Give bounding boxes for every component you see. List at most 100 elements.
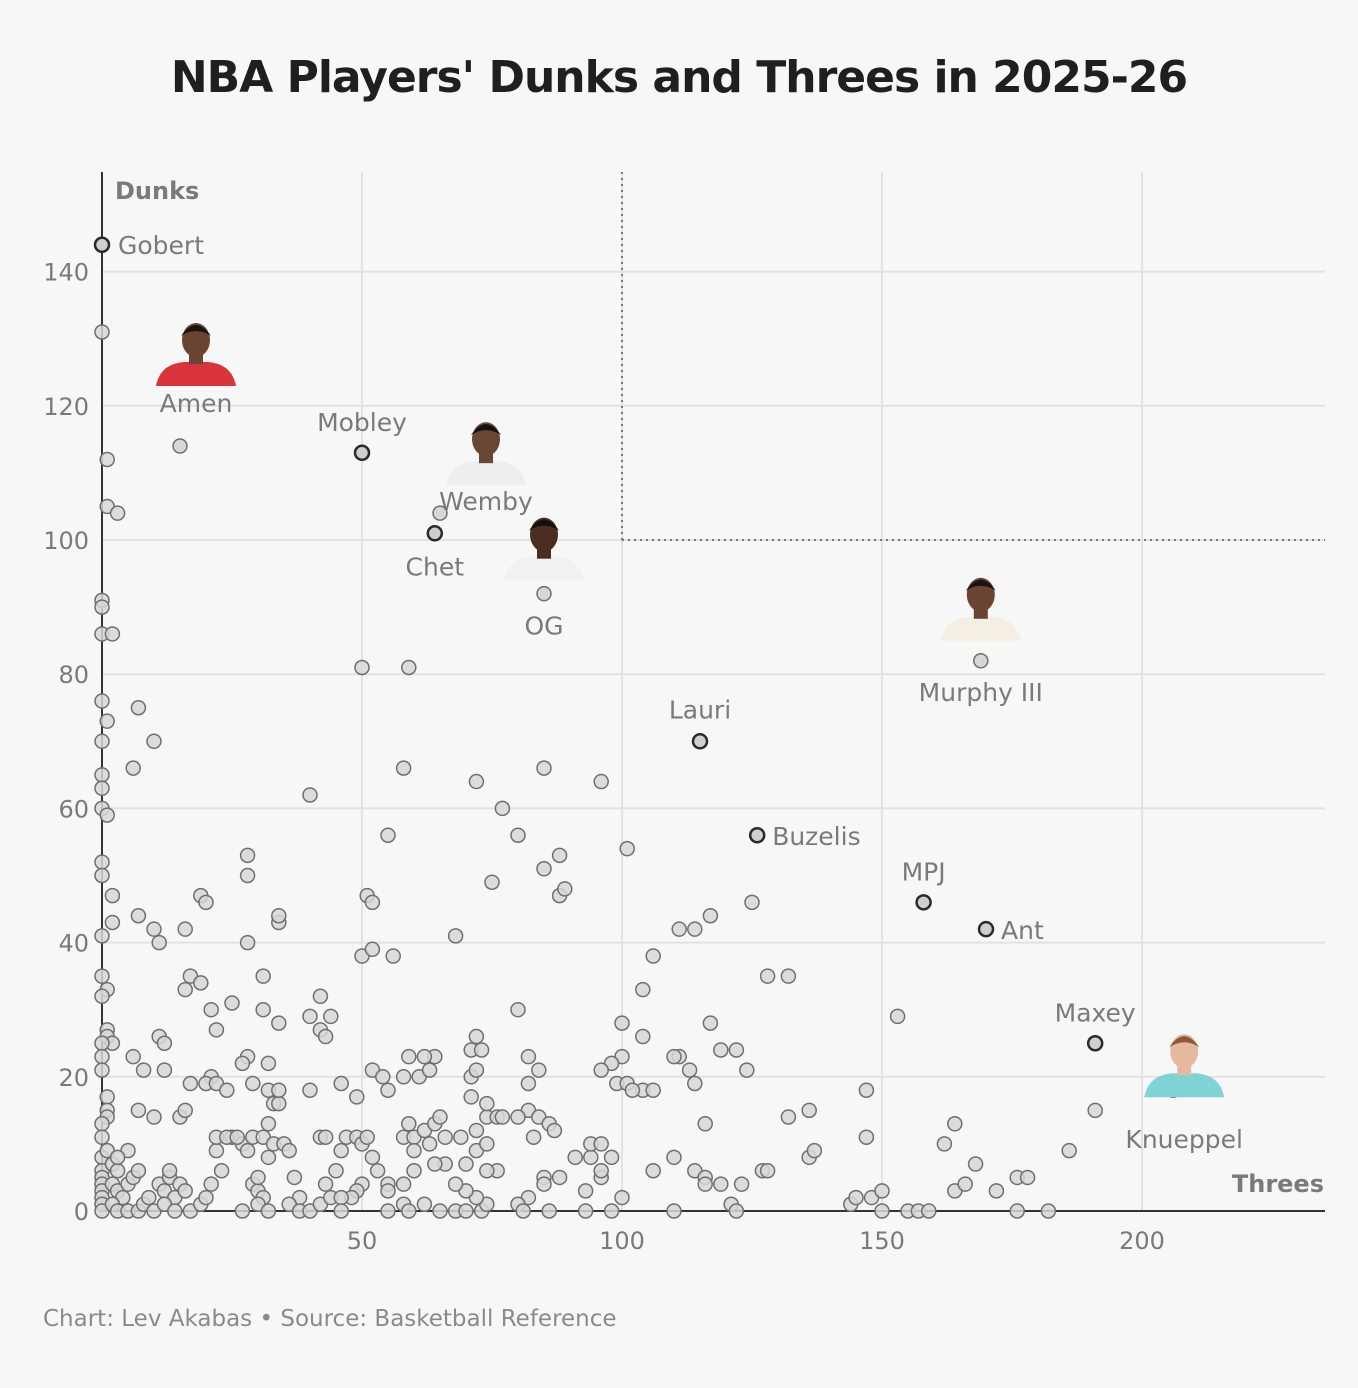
data-point [146, 1109, 162, 1125]
data-point [1009, 1203, 1025, 1219]
y-tick-label: 0 [74, 1198, 89, 1226]
data-point [94, 733, 110, 750]
data-point [468, 1062, 485, 1078]
data-point [94, 988, 110, 1005]
data-point [156, 1035, 173, 1051]
data-point [728, 1042, 745, 1058]
data-point [380, 1203, 396, 1219]
data-point [229, 1129, 245, 1145]
data-point [323, 1008, 339, 1025]
data-point [109, 1162, 126, 1179]
data-point [250, 1169, 266, 1186]
data-point [484, 874, 500, 890]
data-point [733, 1176, 750, 1192]
data-point [593, 1062, 609, 1078]
y-axis-label: Dunks [115, 177, 199, 205]
data-point [317, 1129, 334, 1145]
data-point [536, 760, 552, 776]
data-point [395, 1069, 412, 1085]
player-headshot-icon [446, 422, 526, 486]
data-point [333, 1075, 349, 1092]
data-point [213, 1162, 230, 1179]
data-point [364, 1149, 381, 1166]
data-point [713, 1176, 729, 1192]
data-point [385, 948, 401, 964]
tick-labels: 0 20 40 60 80 100 120 140 50 100 150 200 [43, 259, 1165, 1255]
data-point [967, 1156, 984, 1172]
data-point [395, 760, 412, 776]
player-headshot-icon [156, 323, 236, 387]
data-point [94, 1035, 110, 1051]
data-point [603, 1149, 620, 1166]
data-point [99, 451, 115, 468]
data-point [614, 1015, 630, 1031]
data-point [156, 1062, 173, 1078]
data-point [354, 659, 370, 676]
data-point [874, 1203, 890, 1219]
data-point [99, 713, 115, 729]
data-point [302, 1082, 318, 1098]
data-point [130, 908, 147, 924]
data-point [666, 1149, 682, 1166]
player-label: Gobert [118, 231, 204, 260]
data-point [458, 1156, 474, 1172]
data-point [666, 1203, 682, 1219]
data-point [94, 968, 110, 984]
headshot-hair [181, 325, 211, 337]
data-point [437, 1129, 453, 1145]
data-point [94, 1116, 110, 1132]
highlight-points [93, 236, 1181, 1098]
data-point [245, 1075, 261, 1092]
player-headshot-icon [504, 517, 584, 581]
data-point [380, 827, 396, 843]
grid-lines [102, 172, 1325, 1211]
player-label: Amen [160, 389, 233, 418]
data-point [135, 1062, 152, 1078]
data-point [94, 1062, 110, 1078]
data-point [260, 1116, 277, 1132]
data-point [317, 1028, 334, 1045]
highlight-point [973, 653, 989, 669]
y-tick-label: 80 [58, 661, 89, 689]
y-tick-label: 20 [58, 1064, 89, 1092]
data-point [151, 934, 167, 951]
data-point [458, 1203, 474, 1219]
data-point [432, 1203, 448, 1219]
data-point [401, 1048, 417, 1065]
data-point [198, 1189, 214, 1206]
data-point [260, 1149, 277, 1166]
player-label: Maxey [1055, 998, 1136, 1027]
data-point [177, 1183, 193, 1199]
data-point [453, 1129, 469, 1145]
data-point [536, 861, 552, 877]
data-point [557, 881, 573, 897]
data-point [369, 1162, 386, 1179]
data-points [94, 324, 1103, 1219]
data-point [406, 1142, 422, 1159]
data-point [635, 1028, 651, 1045]
data-point [401, 659, 417, 676]
data-point [874, 1183, 890, 1199]
player-label: Lauri [669, 695, 731, 724]
player-headshot-icon [1144, 1034, 1225, 1098]
data-point [583, 1149, 599, 1166]
x-tick-label: 150 [859, 1227, 905, 1255]
data-point [635, 981, 651, 998]
data-point [99, 807, 115, 823]
data-point [494, 800, 511, 817]
data-point [94, 1048, 110, 1065]
data-point [421, 1062, 438, 1078]
data-point [479, 1162, 495, 1179]
headshot-hair [529, 519, 559, 531]
data-point [255, 1001, 271, 1018]
data-point [286, 1169, 303, 1186]
highlight-point [353, 444, 371, 462]
data-point [94, 324, 110, 340]
data-point [94, 767, 110, 783]
data-point [416, 1196, 433, 1213]
data-point [406, 1162, 422, 1179]
y-tick-label: 140 [43, 259, 89, 287]
data-point [593, 1136, 609, 1152]
player-label: OG [524, 612, 563, 641]
data-point [203, 1001, 219, 1018]
